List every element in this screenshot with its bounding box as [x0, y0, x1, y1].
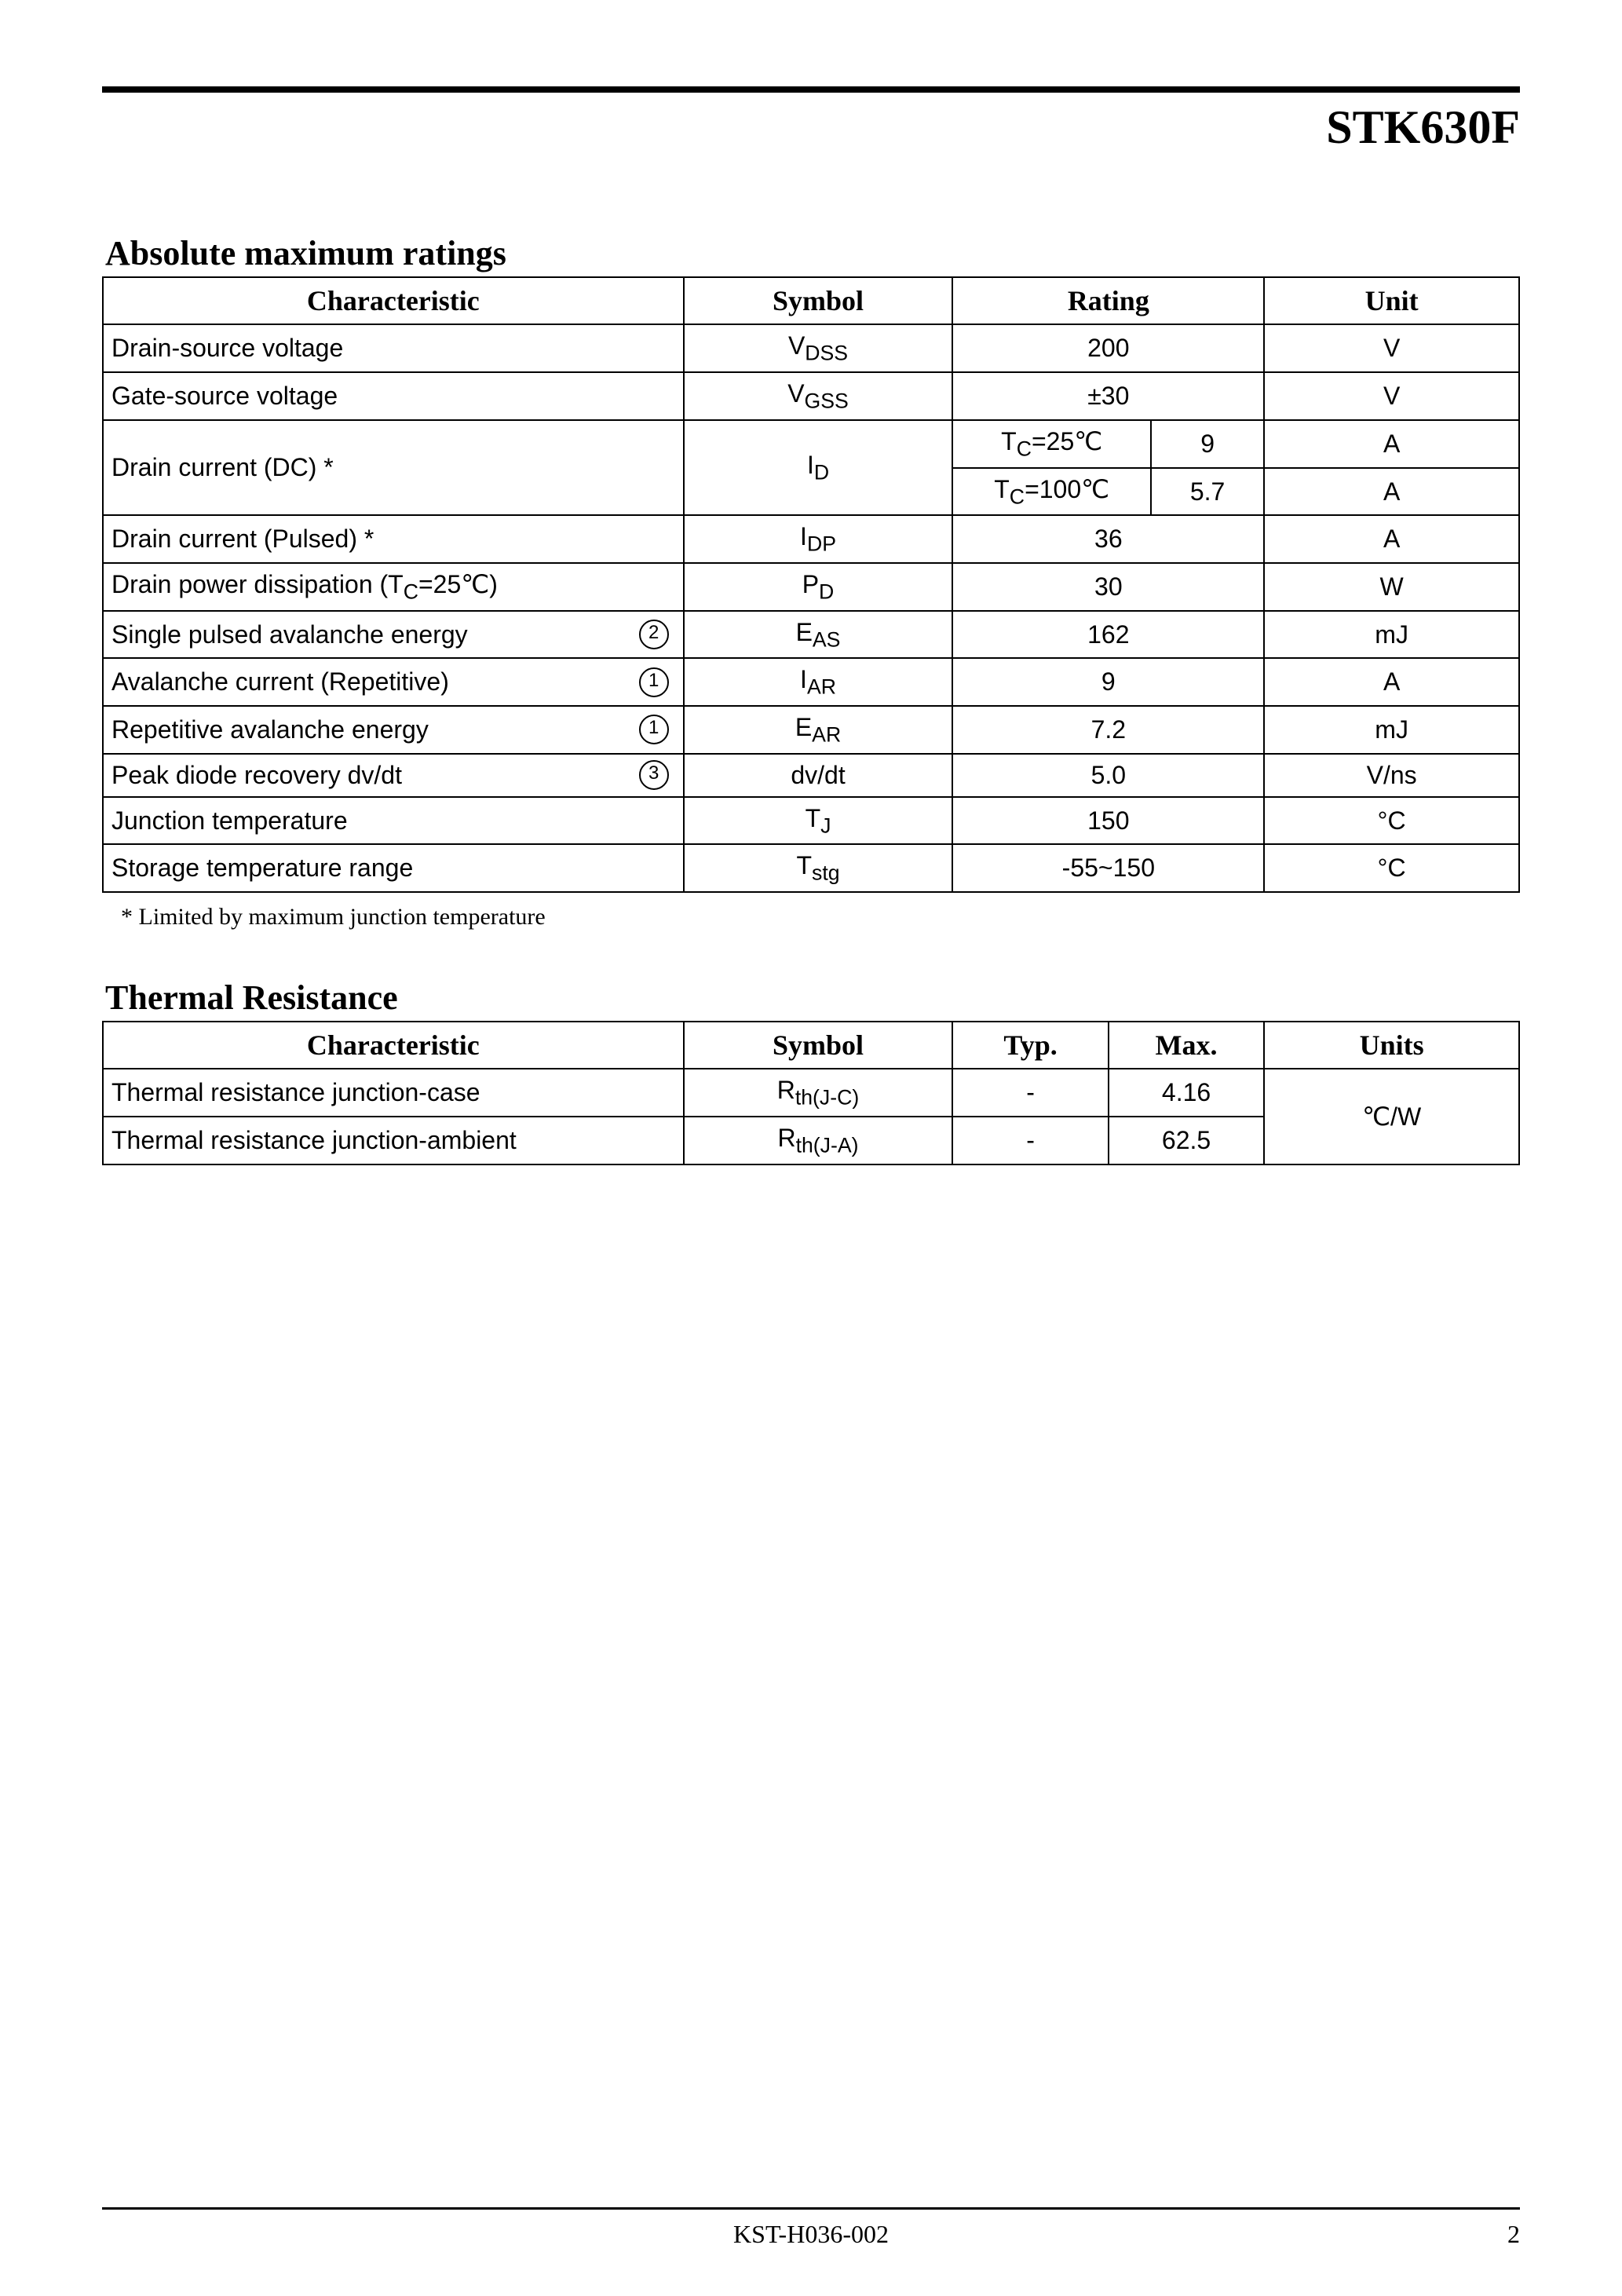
- footer-page-num: 2: [1507, 2220, 1520, 2249]
- unit-cell: ℃/W: [1264, 1069, 1519, 1164]
- unit-cell: A: [1264, 420, 1519, 468]
- thermal-table: CharacteristicSymbolTyp.Max.Units Thermal…: [102, 1021, 1520, 1165]
- rating-cell: 200: [952, 324, 1264, 372]
- abs-max-title: Absolute maximum ratings: [105, 233, 1520, 273]
- unit-cell: V: [1264, 324, 1519, 372]
- typ-cell: -: [952, 1069, 1108, 1117]
- rating-cell: 150: [952, 797, 1264, 845]
- unit-cell: A: [1264, 658, 1519, 706]
- char-cell: Peak diode recovery dv/dt3: [103, 754, 684, 797]
- symbol-cell: PD: [684, 563, 953, 611]
- bottom-rule: [102, 2207, 1520, 2210]
- thermal-title: Thermal Resistance: [105, 978, 1520, 1018]
- char-cell: Storage temperature range: [103, 844, 684, 892]
- abs-max-footnote: * Limited by maximum junction temperatur…: [121, 904, 1520, 930]
- part-number: STK630F: [102, 101, 1520, 155]
- rating-condition: TC=25℃: [952, 420, 1151, 468]
- col-header: Typ.: [952, 1022, 1108, 1069]
- symbol-cell: IAR: [684, 658, 953, 706]
- char-cell: Repetitive avalanche energy1: [103, 706, 684, 754]
- max-cell: 4.16: [1109, 1069, 1264, 1117]
- col-header: Symbol: [684, 1022, 953, 1069]
- rating-cell: 30: [952, 563, 1264, 611]
- typ-cell: -: [952, 1117, 1108, 1164]
- char-cell: Thermal resistance junction-case: [103, 1069, 684, 1117]
- page-footer: KST-H036-002 2: [102, 2220, 1520, 2249]
- unit-cell: W: [1264, 563, 1519, 611]
- note-badge: 1: [639, 715, 669, 744]
- unit-cell: A: [1264, 468, 1519, 516]
- note-badge: 2: [639, 620, 669, 649]
- rating-cell: 9: [952, 658, 1264, 706]
- unit-cell: °C: [1264, 797, 1519, 845]
- symbol-cell: IDP: [684, 515, 953, 563]
- unit-cell: V: [1264, 372, 1519, 420]
- symbol-cell: dv/dt: [684, 754, 953, 797]
- col-header: Units: [1264, 1022, 1519, 1069]
- abs-max-table: CharacteristicSymbolRatingUnit Drain-sour…: [102, 276, 1520, 893]
- col-header: Max.: [1109, 1022, 1264, 1069]
- char-cell: Drain current (Pulsed) *: [103, 515, 684, 563]
- symbol-cell: VDSS: [684, 324, 953, 372]
- rating-cell: 7.2: [952, 706, 1264, 754]
- symbol-cell: Tstg: [684, 844, 953, 892]
- col-header: Symbol: [684, 277, 953, 324]
- rating-value: 5.7: [1151, 468, 1264, 516]
- symbol-cell: TJ: [684, 797, 953, 845]
- unit-cell: °C: [1264, 844, 1519, 892]
- unit-cell: A: [1264, 515, 1519, 563]
- rating-cell: ±30: [952, 372, 1264, 420]
- max-cell: 62.5: [1109, 1117, 1264, 1164]
- unit-cell: mJ: [1264, 706, 1519, 754]
- char-cell: Drain-source voltage: [103, 324, 684, 372]
- rating-value: 9: [1151, 420, 1264, 468]
- rating-cell: 5.0: [952, 754, 1264, 797]
- symbol-cell: ID: [684, 420, 953, 515]
- unit-cell: mJ: [1264, 611, 1519, 659]
- note-badge: 1: [639, 667, 669, 697]
- col-header: Rating: [952, 277, 1264, 324]
- rating-cell: 36: [952, 515, 1264, 563]
- top-rule: [102, 86, 1520, 93]
- symbol-cell: VGSS: [684, 372, 953, 420]
- char-cell: Drain current (DC) *: [103, 420, 684, 515]
- char-cell: Junction temperature: [103, 797, 684, 845]
- footer-doc-code: KST-H036-002: [102, 2220, 1520, 2249]
- rating-condition: TC=100℃: [952, 468, 1151, 516]
- col-header: Unit: [1264, 277, 1519, 324]
- char-cell: Avalanche current (Repetitive)1: [103, 658, 684, 706]
- note-badge: 3: [639, 760, 669, 790]
- char-cell: Gate-source voltage: [103, 372, 684, 420]
- symbol-cell: Rth(J-A): [684, 1117, 953, 1164]
- symbol-cell: EAR: [684, 706, 953, 754]
- char-cell: Thermal resistance junction-ambient: [103, 1117, 684, 1164]
- char-cell: Single pulsed avalanche energy2: [103, 611, 684, 659]
- char-cell: Drain power dissipation (TC=25℃): [103, 563, 684, 611]
- unit-cell: V/ns: [1264, 754, 1519, 797]
- rating-cell: -55~150: [952, 844, 1264, 892]
- rating-cell: 162: [952, 611, 1264, 659]
- col-header: Characteristic: [103, 277, 684, 324]
- col-header: Characteristic: [103, 1022, 684, 1069]
- symbol-cell: Rth(J-C): [684, 1069, 953, 1117]
- symbol-cell: EAS: [684, 611, 953, 659]
